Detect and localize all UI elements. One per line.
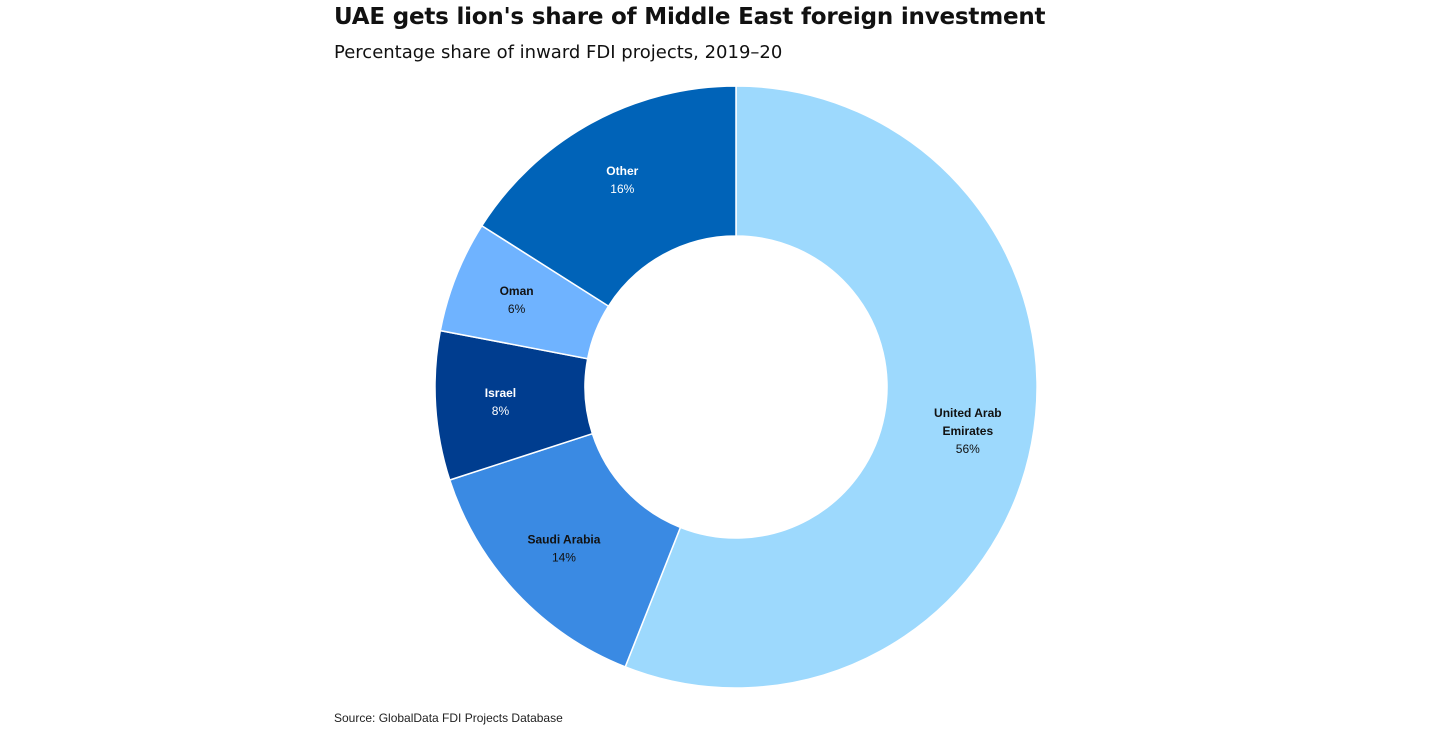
donut-slices xyxy=(434,85,1038,689)
slice-united-arab-emirates xyxy=(624,85,1038,689)
slice-name-label: Oman xyxy=(500,284,534,298)
slice-value-label: 14% xyxy=(552,551,576,565)
chart-subtitle: Percentage share of inward FDI projects,… xyxy=(334,42,783,63)
slice-saudi-arabia xyxy=(448,432,682,668)
slice-label-saudi-arabia: Saudi Arabia 14% xyxy=(528,533,601,565)
slice-value-label: 8% xyxy=(492,404,510,418)
chart-title: UAE gets lion's share of Middle East for… xyxy=(334,4,1046,30)
slice-name-label: Other xyxy=(606,164,638,178)
slice-label-united-arab-emirates: United Arab Emirates 56% xyxy=(934,406,1002,456)
slice-name-label: Saudi Arabia xyxy=(528,533,601,547)
donut-labels: United Arab Emirates 56% Saudi Arabia 14% Isr… xyxy=(485,164,1002,564)
slice-label-other: Other 16% xyxy=(606,164,638,196)
slice-value-label: 6% xyxy=(508,302,526,316)
slice-value-label: 56% xyxy=(956,442,980,456)
slice-name-label: Israel xyxy=(485,386,516,400)
slice-name-label: United Arab xyxy=(934,406,1002,420)
slice-name-label: Emirates xyxy=(942,424,993,438)
slice-label-oman: Oman 6% xyxy=(500,284,534,316)
slice-other xyxy=(480,85,737,308)
chart-source: Source: GlobalData FDI Projects Database xyxy=(334,711,563,725)
slice-label-israel: Israel 8% xyxy=(485,386,516,418)
slice-value-label: 16% xyxy=(610,182,634,196)
